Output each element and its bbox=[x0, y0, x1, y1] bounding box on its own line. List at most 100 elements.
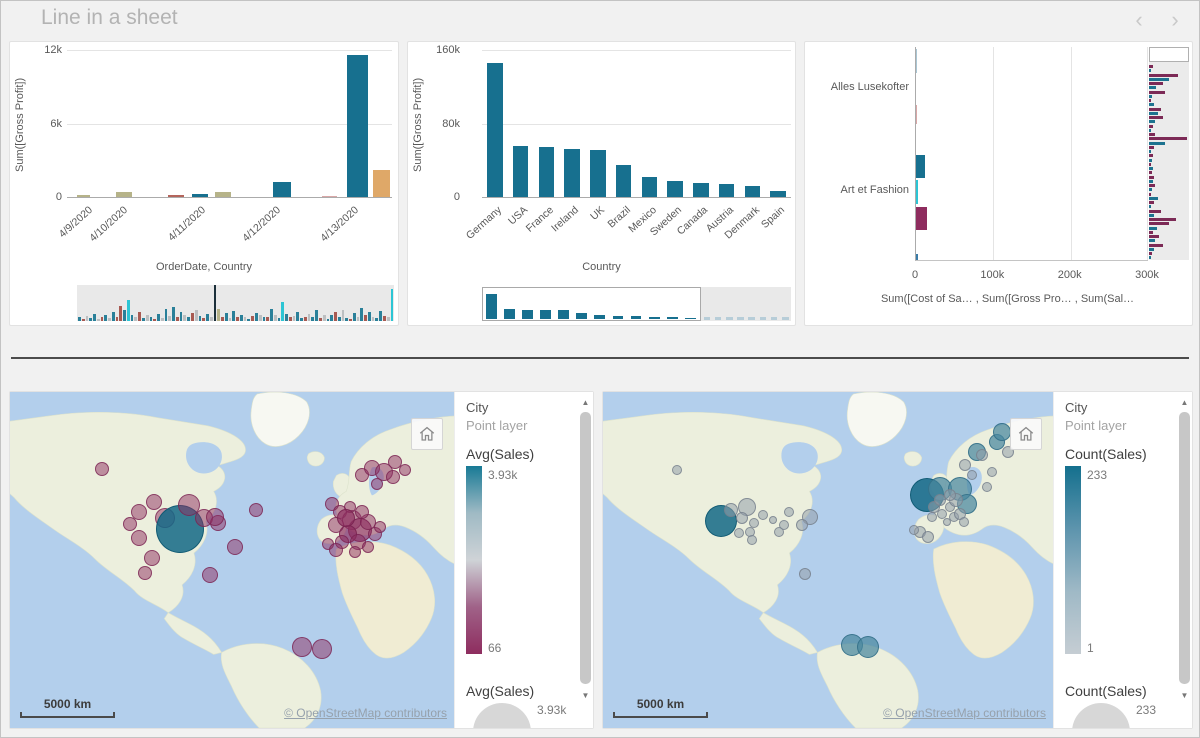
city-bubble[interactable] bbox=[349, 546, 361, 558]
city-bubble[interactable] bbox=[734, 528, 744, 538]
city-bubble[interactable] bbox=[178, 494, 200, 516]
city-bubble[interactable] bbox=[388, 455, 402, 469]
city-bubble[interactable] bbox=[249, 503, 263, 517]
map-canvas[interactable]: 5000 km © OpenStreetMap contributors bbox=[603, 392, 1054, 728]
city-bubble[interactable] bbox=[857, 636, 879, 658]
city-bubble[interactable] bbox=[227, 539, 243, 555]
x-axis-category-label[interactable]: France bbox=[523, 204, 556, 235]
bar[interactable] bbox=[916, 180, 918, 204]
x-axis-category-label[interactable]: Spain bbox=[759, 204, 788, 231]
scrollbar-thumb[interactable] bbox=[580, 412, 591, 684]
city-bubble[interactable] bbox=[987, 467, 997, 477]
x-axis-category-label[interactable]: UK bbox=[588, 204, 608, 223]
scrollbar-thumb[interactable] bbox=[1179, 412, 1190, 684]
city-bubble[interactable] bbox=[292, 637, 312, 657]
x-axis-category-label[interactable]: 4/13/2020 bbox=[318, 204, 362, 245]
x-axis-category-label[interactable]: Ireland bbox=[549, 204, 582, 235]
bar[interactable] bbox=[346, 55, 368, 197]
city-bubble[interactable] bbox=[123, 517, 137, 531]
bar[interactable] bbox=[322, 195, 337, 197]
scroll-down-icon[interactable]: ▼ bbox=[581, 691, 590, 700]
city-bubble[interactable] bbox=[943, 518, 951, 526]
scroll-up-icon[interactable]: ▲ bbox=[581, 398, 590, 407]
bar[interactable] bbox=[770, 190, 786, 197]
map-home-button[interactable] bbox=[411, 418, 443, 450]
bar[interactable] bbox=[916, 104, 917, 124]
city-bubble[interactable] bbox=[131, 504, 147, 520]
city-bubble[interactable] bbox=[937, 509, 947, 519]
bar[interactable] bbox=[615, 164, 632, 197]
bar[interactable] bbox=[916, 253, 918, 260]
city-bubble[interactable] bbox=[355, 505, 369, 519]
city-bubble[interactable] bbox=[976, 449, 988, 461]
city-bubble[interactable] bbox=[329, 543, 343, 557]
bar[interactable] bbox=[76, 195, 90, 197]
scroll-down-icon[interactable]: ▼ bbox=[1180, 691, 1189, 700]
city-bubble[interactable] bbox=[796, 519, 808, 531]
city-bubble[interactable] bbox=[371, 478, 383, 490]
chart-scroll-minimap[interactable] bbox=[482, 287, 791, 321]
x-axis-category-label[interactable]: 4/10/2020 bbox=[87, 204, 131, 245]
x-axis-category-label[interactable]: 4/11/2020 bbox=[166, 204, 209, 244]
bar[interactable] bbox=[590, 150, 606, 197]
previous-sheet-button[interactable]: ‹ bbox=[1135, 7, 1143, 32]
city-bubble[interactable] bbox=[386, 470, 400, 484]
city-bubble[interactable] bbox=[758, 510, 768, 520]
bar[interactable] bbox=[538, 147, 555, 197]
city-bubble[interactable] bbox=[724, 503, 738, 517]
city-bubble[interactable] bbox=[959, 459, 971, 471]
bar[interactable] bbox=[273, 181, 292, 197]
plot-area[interactable] bbox=[482, 50, 791, 198]
city-bubble[interactable] bbox=[982, 482, 992, 492]
bar[interactable] bbox=[564, 149, 580, 197]
city-bubble[interactable] bbox=[146, 494, 162, 510]
city-bubble[interactable] bbox=[206, 508, 224, 526]
legend-scrollbar[interactable]: ▲ ▼ bbox=[579, 394, 592, 726]
bar[interactable] bbox=[487, 62, 503, 197]
bar[interactable] bbox=[667, 181, 683, 197]
city-bubble[interactable] bbox=[934, 494, 946, 506]
bar[interactable] bbox=[718, 184, 735, 197]
chart-scroll-minimap[interactable] bbox=[77, 285, 394, 321]
map-home-button[interactable] bbox=[1010, 418, 1042, 450]
city-bubble[interactable] bbox=[95, 462, 109, 476]
bar[interactable] bbox=[192, 194, 209, 197]
bar[interactable] bbox=[167, 194, 184, 197]
bar[interactable] bbox=[214, 192, 232, 197]
city-bubble[interactable] bbox=[774, 527, 784, 537]
city-bubble[interactable] bbox=[131, 530, 147, 546]
x-axis-category-label[interactable]: Germany bbox=[464, 204, 505, 242]
city-bubble[interactable] bbox=[784, 507, 794, 517]
city-bubble[interactable] bbox=[202, 567, 218, 583]
city-bubble[interactable] bbox=[944, 489, 956, 501]
city-bubble[interactable] bbox=[909, 525, 919, 535]
chart-scroll-minimap[interactable] bbox=[1149, 47, 1189, 260]
city-bubble[interactable] bbox=[927, 512, 937, 522]
city-bubble[interactable] bbox=[799, 568, 811, 580]
bar[interactable] bbox=[372, 170, 391, 197]
next-sheet-button[interactable]: › bbox=[1171, 7, 1179, 32]
minimap-viewport[interactable] bbox=[482, 287, 702, 321]
city-bubble[interactable] bbox=[362, 541, 374, 553]
bar[interactable] bbox=[115, 192, 132, 197]
city-bubble[interactable] bbox=[993, 423, 1011, 441]
plot-area[interactable] bbox=[915, 47, 1148, 261]
category-label[interactable]: Art et Fashion bbox=[840, 183, 909, 196]
map-attribution[interactable]: © OpenStreetMap contributors bbox=[883, 706, 1046, 720]
bar[interactable] bbox=[512, 145, 529, 197]
city-bubble[interactable] bbox=[959, 517, 969, 527]
city-bubble[interactable] bbox=[769, 516, 777, 524]
scroll-up-icon[interactable]: ▲ bbox=[1180, 398, 1189, 407]
city-bubble[interactable] bbox=[312, 639, 332, 659]
plot-area[interactable] bbox=[67, 50, 392, 198]
bar[interactable] bbox=[916, 154, 926, 178]
bar[interactable] bbox=[641, 176, 658, 197]
city-bubble[interactable] bbox=[337, 509, 355, 527]
category-label[interactable]: Alles Lusekofter bbox=[830, 81, 909, 94]
bar[interactable] bbox=[693, 182, 709, 197]
city-bubble[interactable] bbox=[779, 520, 789, 530]
legend-scrollbar[interactable]: ▲ ▼ bbox=[1178, 394, 1191, 726]
city-bubble[interactable] bbox=[672, 465, 682, 475]
bar[interactable] bbox=[916, 206, 927, 231]
map-canvas[interactable]: 5000 km © OpenStreetMap contributors bbox=[10, 392, 455, 728]
